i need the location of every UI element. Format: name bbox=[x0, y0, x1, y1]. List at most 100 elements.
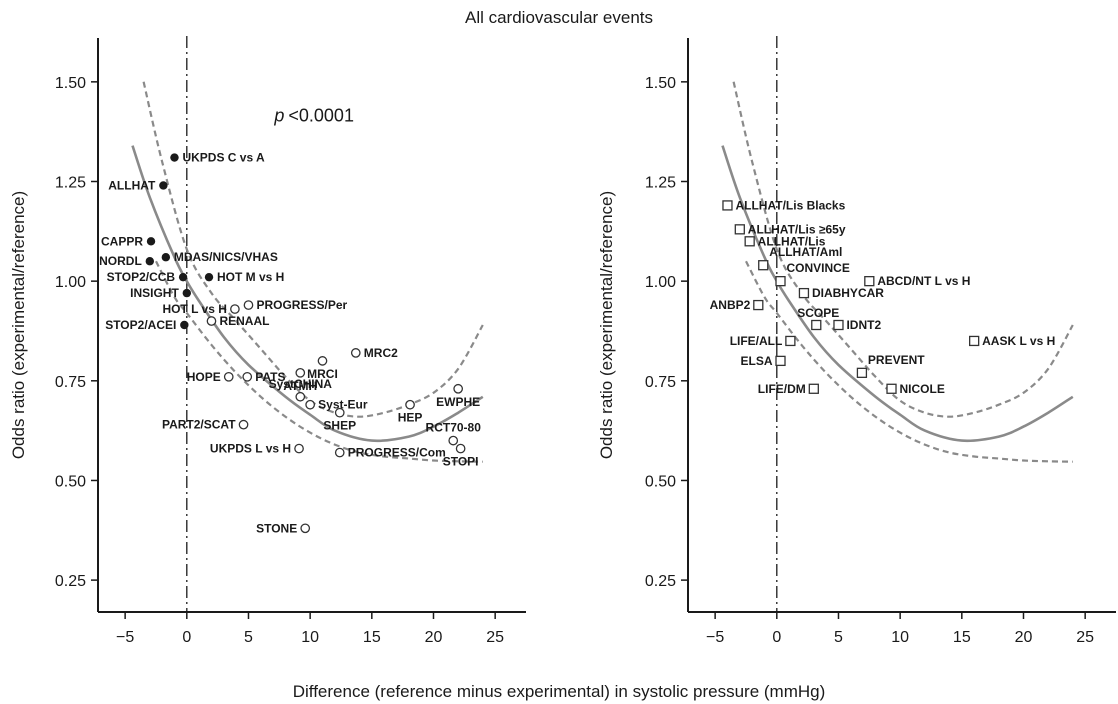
data-point bbox=[734, 224, 745, 235]
data-point bbox=[182, 288, 192, 298]
point-label: AASK L vs H bbox=[982, 334, 1055, 348]
x-tick-label: 5 bbox=[244, 629, 253, 646]
y-tick-label: 0.50 bbox=[55, 473, 86, 490]
point-label: HOT M vs H bbox=[217, 270, 284, 284]
point-label: ALLHAT/Lis bbox=[758, 234, 826, 248]
data-point bbox=[145, 257, 155, 266]
ci-upper-curve bbox=[142, 81, 484, 418]
data-point bbox=[856, 367, 868, 378]
y-tick-label: 1.00 bbox=[645, 274, 676, 291]
point-label: ANBP2 bbox=[710, 298, 751, 312]
data-point bbox=[238, 419, 249, 430]
data-point bbox=[448, 435, 459, 446]
x-tick-label: 10 bbox=[301, 629, 319, 646]
point-label: SHEP bbox=[323, 419, 356, 433]
point-label: IDNT2 bbox=[846, 318, 881, 332]
data-point bbox=[294, 443, 304, 454]
point-label: PREVENT bbox=[868, 353, 925, 367]
y-tick-label: 0.25 bbox=[55, 573, 86, 590]
point-label: Syst-Eur bbox=[318, 398, 368, 412]
p-symbol: p bbox=[273, 106, 284, 126]
point-label: ALLHAT/Aml bbox=[769, 245, 842, 259]
point-label: ALLHAT bbox=[108, 178, 156, 192]
data-point bbox=[886, 383, 897, 394]
data-point bbox=[161, 253, 171, 262]
data-point bbox=[785, 335, 796, 347]
x-tick-label: 15 bbox=[363, 629, 381, 646]
point-label: MRCI bbox=[307, 367, 338, 381]
fit-curve bbox=[131, 145, 484, 443]
x-tick-label: −5 bbox=[706, 629, 724, 646]
point-label: PATS bbox=[255, 370, 285, 384]
data-point bbox=[808, 383, 819, 394]
point-label: RCT70-80 bbox=[426, 421, 482, 435]
p-value: <0.0001 bbox=[288, 106, 354, 126]
data-point bbox=[753, 299, 764, 311]
x-tick-label: 20 bbox=[1015, 629, 1033, 646]
data-point bbox=[206, 316, 217, 326]
data-point bbox=[775, 276, 786, 287]
y-tick-label: 0.25 bbox=[645, 573, 676, 590]
x-tick-label: 15 bbox=[953, 629, 971, 646]
y-tick-label: 0.75 bbox=[645, 374, 676, 391]
y-tick-label: 1.00 bbox=[55, 274, 86, 291]
ci-lower-curve bbox=[155, 260, 483, 463]
y-tick-label: 1.25 bbox=[55, 175, 86, 192]
ci-lower-curve bbox=[745, 260, 1073, 463]
point-label: HOT L vs H bbox=[162, 302, 226, 316]
data-point bbox=[204, 272, 214, 282]
point-label: ELSA bbox=[740, 354, 772, 368]
x-tick-label: −5 bbox=[116, 629, 134, 646]
data-point bbox=[295, 367, 306, 378]
point-label: PROGRESS/Com bbox=[348, 446, 446, 460]
point-label: ATMH bbox=[283, 379, 317, 393]
point-label: RENAAL bbox=[219, 314, 269, 328]
point-label: UKPDS C vs A bbox=[182, 151, 265, 165]
data-point bbox=[317, 356, 328, 366]
data-point bbox=[230, 304, 240, 314]
data-point bbox=[775, 355, 786, 367]
data-point bbox=[722, 200, 733, 211]
point-label: DIABHYCAR bbox=[812, 286, 884, 300]
data-point bbox=[453, 383, 464, 394]
point-label: PART2/SCAT bbox=[162, 418, 236, 432]
y-tick-label: 1.50 bbox=[55, 75, 86, 92]
data-point bbox=[159, 181, 168, 190]
point-label: PROGRESS/Per bbox=[256, 298, 347, 312]
data-point bbox=[811, 319, 822, 331]
y-axis-label: Odds ratio (experimental/reference) bbox=[9, 191, 28, 459]
x-tick-label: 25 bbox=[486, 629, 504, 646]
point-label: EWPHE bbox=[436, 395, 480, 409]
y-tick-label: 0.50 bbox=[645, 473, 676, 490]
point-label: STOP2/ACEI bbox=[105, 318, 176, 332]
x-tick-label: 25 bbox=[1076, 629, 1094, 646]
point-label: NICOLE bbox=[900, 382, 945, 396]
ci-upper-curve bbox=[732, 81, 1074, 418]
point-label: MDAS/NICS/VHAS bbox=[174, 250, 278, 264]
data-point bbox=[334, 447, 345, 458]
point-label: ALLHAT/Lis ≥65y bbox=[748, 222, 846, 236]
point-label: UKPDS L vs H bbox=[210, 442, 291, 456]
right-panel: −5 0 5 10 15 20 25 0.25 0.50 0.75 1.00 1.25 1.50 Odds… bbox=[597, 36, 1116, 646]
figure-title: All cardiovascular events bbox=[464, 8, 654, 27]
data-point bbox=[864, 276, 875, 287]
y-tick-label: 0.75 bbox=[55, 374, 86, 391]
point-label: STOPI bbox=[443, 455, 479, 469]
point-label: ABCD/NT L vs H bbox=[877, 274, 970, 288]
x-tick-label: 5 bbox=[834, 629, 843, 646]
data-point bbox=[295, 391, 306, 402]
left-panel: −5 0 5 10 15 20 25 0.25 0.50 0.75 1.00 1.25 1.50 Odds… bbox=[9, 36, 526, 646]
y-axis-label: Odds ratio (experimental/reference) bbox=[597, 191, 616, 459]
data-point bbox=[180, 320, 189, 330]
data-point bbox=[305, 399, 315, 410]
x-tick-label: 0 bbox=[772, 629, 781, 646]
point-label: STOP2/CCB bbox=[107, 270, 176, 284]
point-label: MRC2 bbox=[364, 346, 398, 360]
data-point bbox=[798, 287, 810, 299]
data-point bbox=[243, 300, 254, 310]
data-point bbox=[350, 348, 361, 358]
point-label: LIFE/DM bbox=[758, 382, 806, 396]
point-label: HEP bbox=[398, 411, 423, 425]
point-label: STONE bbox=[256, 521, 297, 535]
